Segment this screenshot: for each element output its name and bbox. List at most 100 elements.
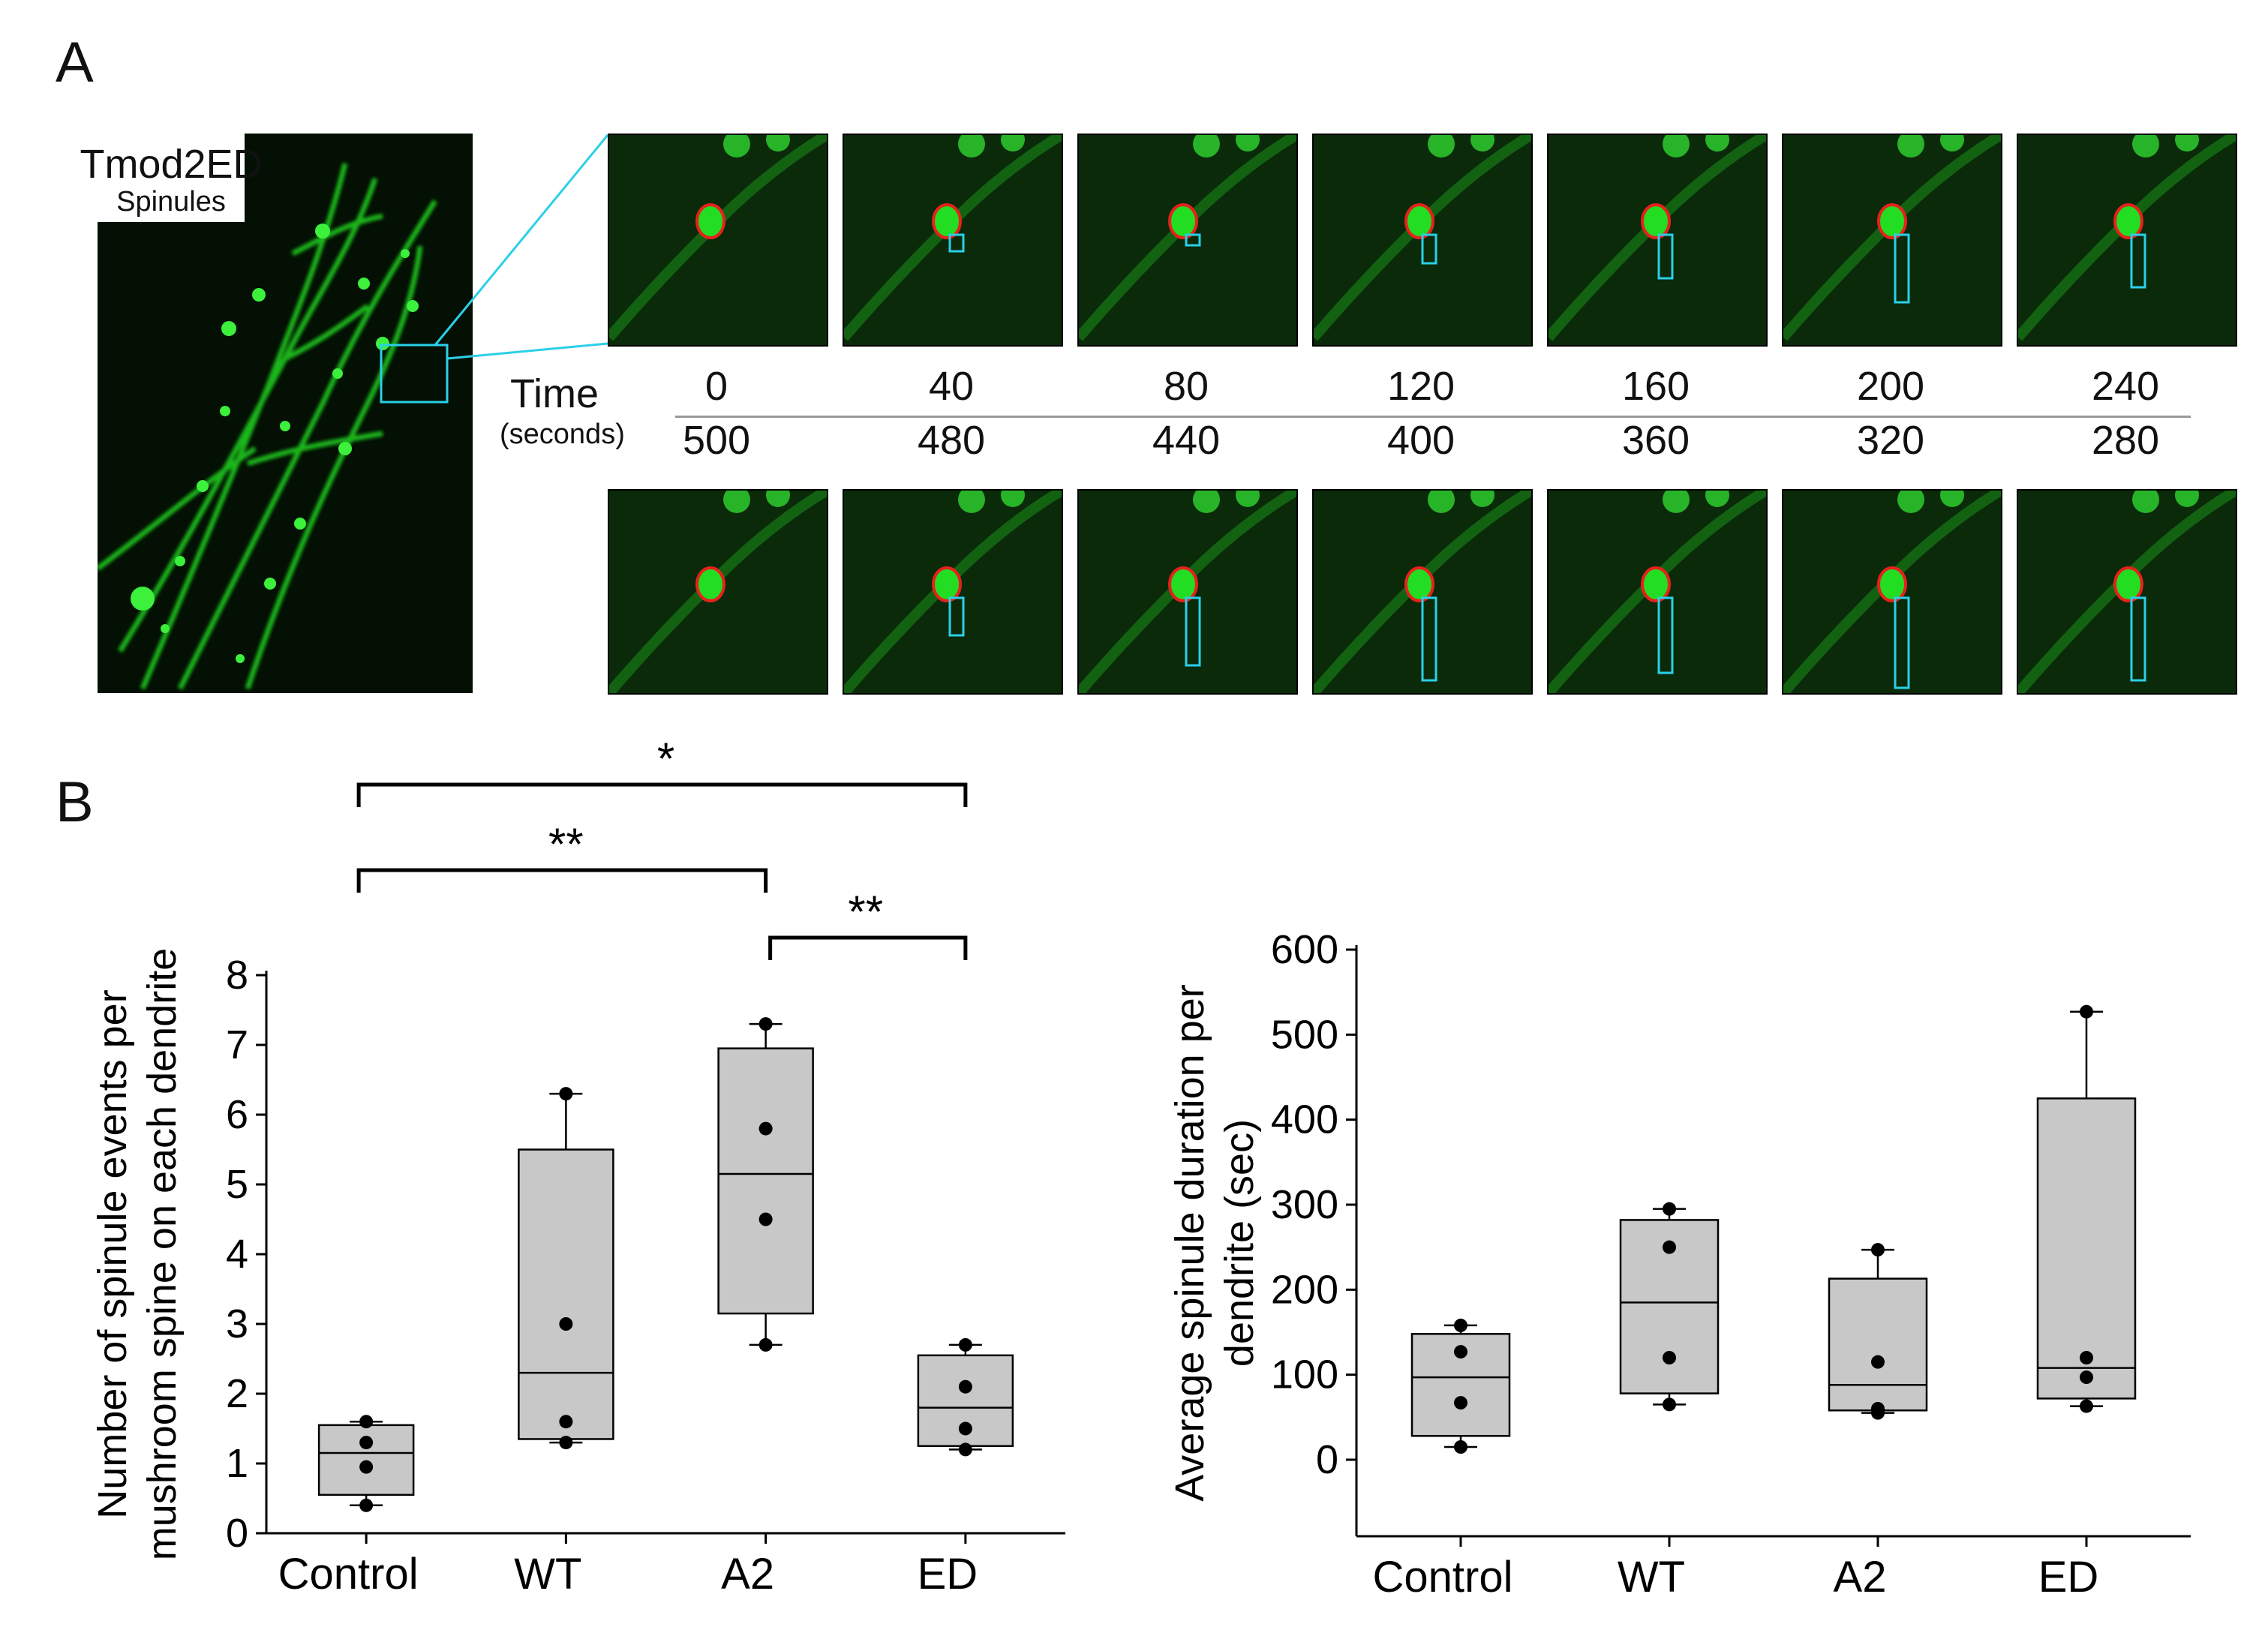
neighbor-spine (1663, 491, 1690, 513)
box-iqr (2036, 1097, 2137, 1400)
y-tick-label: 3 (226, 1301, 248, 1346)
spine-head-outline (932, 566, 962, 602)
neighbor-spine (1705, 135, 1729, 152)
timelapse-frame (2017, 489, 2237, 695)
neighbor-spine (2175, 135, 2199, 152)
data-point (1663, 1351, 1676, 1364)
neighbor-spine (1236, 135, 1260, 152)
neighbor-spine (1193, 135, 1220, 158)
spinule-outline (1657, 596, 1674, 674)
data-point (958, 1442, 972, 1457)
time-value: 200 (1856, 364, 1925, 409)
y-tick-label: 300 (1271, 1182, 1338, 1227)
y-tick-label: 7 (226, 1022, 248, 1067)
time-value: 400 (1386, 418, 1455, 463)
time-value: 440 (1152, 418, 1221, 463)
spine-head-outline (1641, 203, 1671, 239)
time-value: 240 (2091, 364, 2160, 409)
box-iqr (717, 1047, 814, 1315)
spinule-outline (1421, 233, 1437, 265)
spine-head-outline (695, 203, 725, 239)
neighbor-spine (1428, 491, 1455, 513)
time-value: 480 (917, 418, 986, 463)
spinule-events-chart: 0 1 2 3 4 5 6 7 8 Number of spinule events per mus… (90, 734, 1065, 1598)
timelapse-frame (1547, 134, 1768, 347)
spine-head-outline (932, 203, 962, 239)
data-point (1871, 1243, 1885, 1257)
time-value: 40 (928, 364, 975, 409)
y-tick-label: 1 (226, 1441, 248, 1486)
y-tick-label: 5 (226, 1162, 248, 1207)
dendrite-micrograph (98, 134, 473, 693)
spine-head-outline (695, 566, 725, 602)
x-category-label: WT (514, 1550, 581, 1598)
significance-label: * (657, 734, 674, 784)
spinule-outline (1185, 596, 1201, 667)
timelapse-frame (608, 489, 828, 695)
significance-label: ** (548, 819, 584, 869)
spinule-outline (1421, 596, 1437, 682)
panel-b-label: B (56, 770, 94, 834)
timelapse-frame (1312, 489, 1533, 695)
x-category-label: A2 (1834, 1553, 1887, 1601)
neighbor-spine (958, 135, 985, 158)
timelapse-frame (1547, 489, 1768, 695)
significance-bracket (768, 935, 968, 960)
spine-head-outline (1641, 566, 1671, 602)
data-point (1663, 1202, 1676, 1216)
roi-zoom-lines (380, 134, 609, 404)
neighbor-spine (1236, 491, 1260, 507)
data-point (1454, 1345, 1467, 1359)
data-point (1871, 1402, 1885, 1415)
data-point (559, 1087, 573, 1101)
time-value: 360 (1621, 418, 1690, 463)
timelapse-frame (1312, 134, 1533, 347)
data-point (759, 1121, 773, 1136)
neighbor-spine (1193, 491, 1220, 513)
y-tick-label: 8 (226, 953, 248, 998)
time-unit: (seconds) (500, 419, 625, 450)
y-axis-label: dendrite (sec) (1217, 1119, 1262, 1367)
neighbor-spine (1428, 135, 1455, 158)
y-tick-label: 200 (1271, 1267, 1338, 1312)
neighbor-spine (1940, 135, 1964, 152)
spinule-outline (1185, 233, 1201, 247)
spine-head-outline (2113, 566, 2143, 602)
data-point (759, 1337, 773, 1352)
timelapse-frame (843, 489, 1063, 695)
time-label: Time (510, 371, 599, 416)
spine-head-outline (2113, 203, 2143, 239)
neighbor-spine (1705, 491, 1729, 507)
box-iqr (317, 1424, 415, 1496)
y-tick-label: 500 (1271, 1012, 1338, 1057)
y-axis-label: mushroom spine on each dendrite (140, 948, 185, 1561)
micrograph-title: Tmod2ED (80, 142, 263, 187)
y-tick-label: 2 (226, 1371, 248, 1416)
significance-bracket (356, 782, 968, 807)
x-category-label: WT (1618, 1553, 1685, 1601)
spine-head-outline (1877, 566, 1907, 602)
data-point (559, 1317, 573, 1331)
data-point (759, 1017, 773, 1031)
time-value: 280 (2091, 418, 2160, 463)
timelapse-frame (608, 134, 828, 347)
data-point (359, 1415, 374, 1429)
spinule-outline (1894, 596, 1910, 689)
neighbor-spine (2175, 491, 2199, 507)
y-tick-label: 400 (1271, 1097, 1338, 1142)
spinule-outline (1657, 233, 1674, 280)
time-value: 320 (1856, 418, 1925, 463)
neighbor-spine (766, 491, 790, 507)
neighbor-spine (1663, 135, 1690, 158)
neighbor-spine (1897, 491, 1924, 513)
timelapse-frame (843, 134, 1063, 347)
significance-label: ** (848, 887, 883, 937)
neighbor-spine (958, 491, 985, 513)
neighbor-spine (766, 135, 790, 152)
x-category-label: ED (918, 1550, 978, 1598)
spinule-outline (948, 596, 965, 637)
data-point (2080, 1370, 2093, 1385)
neighbor-spine (1001, 491, 1025, 507)
timelapse-frame (2017, 134, 2237, 347)
y-tick-label: 6 (226, 1092, 248, 1137)
